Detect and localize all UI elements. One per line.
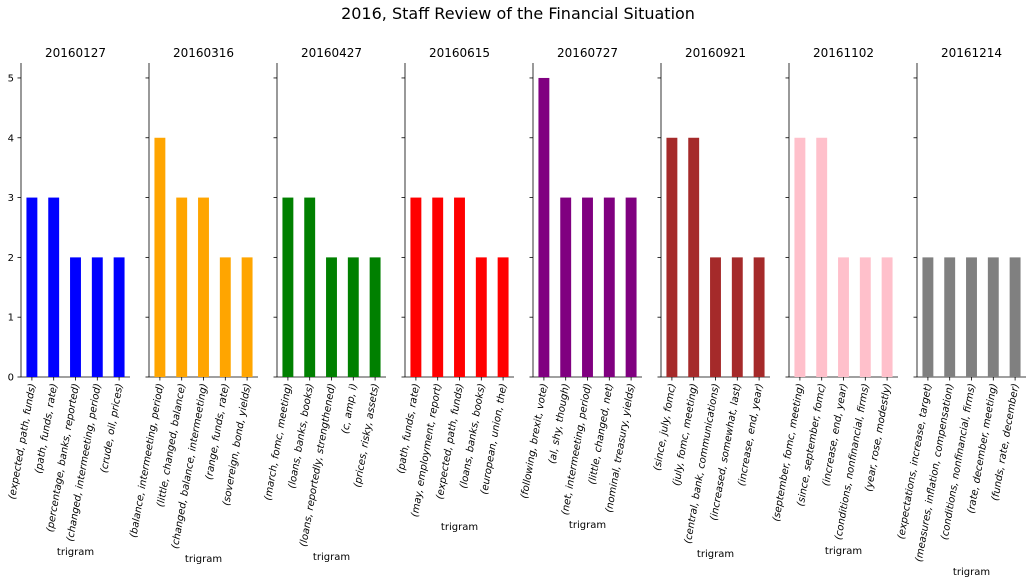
panel-0-xlabel: trigram — [57, 547, 94, 558]
panel-6-bar-1 — [816, 137, 828, 377]
panel-3-bar-2 — [454, 197, 465, 377]
panel-5-bar-2 — [710, 257, 721, 377]
panel-6-bar-4 — [881, 257, 893, 377]
panel-1: 20160316(balance, intermeeting, period)(… — [128, 46, 258, 565]
panel-4-xlabel: trigram — [569, 520, 606, 531]
panel-7-title: 20161214 — [941, 46, 1002, 60]
panel-0-ytick-label-3: 3 — [8, 193, 14, 204]
panel-0-xtick-label-1: (path, funds, rate) — [33, 383, 60, 475]
panel-4-xtick-label-1: (al, shy, though) — [547, 383, 572, 465]
panel-5: 20160921(since, july, fomc)(july, fomc, … — [652, 46, 770, 560]
panel-4-bar-1 — [560, 197, 572, 377]
figure-title: 2016, Staff Review of the Financial Situ… — [341, 4, 695, 23]
panel-1-bar-1 — [176, 197, 188, 377]
panel-7-bar-3 — [987, 257, 999, 377]
panel-0-title: 20160127 — [45, 46, 106, 60]
panel-1-bar-2 — [198, 197, 209, 377]
panel-2-title: 20160427 — [301, 46, 362, 60]
panel-7-bar-0 — [922, 257, 934, 377]
panel-7-bar-4 — [1009, 257, 1021, 377]
panel-6: 20161102(september, fomc, meeting)(since… — [771, 46, 898, 557]
panel-3-bar-1 — [432, 197, 444, 377]
panel-1-bar-4 — [241, 257, 253, 377]
panel-2-bar-3 — [347, 257, 359, 377]
panel-3-bar-3 — [475, 257, 487, 377]
panel-3-xlabel: trigram — [441, 522, 478, 533]
panel-0-xtick-label-0: (expected, path, funds) — [7, 383, 38, 501]
panel-6-bar-0 — [794, 137, 806, 377]
panel-1-bar-3 — [219, 257, 231, 377]
panel-4-bar-4 — [625, 197, 637, 377]
panel-0-ytick-label-4: 4 — [8, 133, 14, 144]
panel-0-ytick-label-5: 5 — [8, 73, 14, 84]
panel-0-xtick-label-4: (crude, oil, prices) — [99, 383, 126, 474]
panel-6-bar-2 — [838, 257, 849, 377]
panel-1-bar-0 — [154, 137, 166, 377]
panel-5-bar-0 — [666, 137, 678, 377]
panel-2: 20160427(march, fomc, meeting)(loans, ba… — [263, 46, 386, 563]
panel-4: 20160727 (following, brexit, vote)(al, sh… — [519, 46, 642, 531]
panel-3-xtick-label-0: (path, funds, rate) — [396, 383, 423, 475]
panel-0-bar-4 — [113, 257, 125, 377]
panel-7-bar-2 — [966, 257, 977, 377]
panel-0-bar-2 — [70, 257, 81, 377]
panel-3-bar-4 — [497, 257, 509, 377]
panel-2-bar-0 — [282, 197, 294, 377]
panel-3-bar-0 — [410, 197, 422, 377]
panel-5-title: 20160921 — [685, 46, 746, 60]
panel-1-xlabel: trigram — [185, 554, 222, 565]
panel-3: 20160615(path, funds, rate)(may, employm… — [396, 46, 514, 533]
panel-0-bar-3 — [91, 257, 103, 377]
panel-2-bar-4 — [369, 257, 381, 377]
panel-7: 20161214(expectations, increase, target)… — [896, 46, 1026, 578]
panel-6-xlabel: trigram — [825, 546, 862, 557]
panel-0: 20160127 0 1 2 3 4 5 (expected, path, funds)(pa… — [7, 46, 130, 558]
panel-5-xtick-label-0: (since, july, fomc) — [652, 383, 678, 472]
panel-0-ytick-label-1: 1 — [8, 313, 14, 324]
panel-2-bar-2 — [326, 257, 337, 377]
panel-6-title: 20161102 — [813, 46, 874, 60]
panel-4-bar-3 — [603, 197, 615, 377]
panel-5-bar-3 — [731, 257, 743, 377]
panel-2-bar-1 — [304, 197, 316, 377]
panel-1-title: 20160316 — [173, 46, 234, 60]
panel-5-bar-4 — [753, 257, 765, 377]
panel-5-bar-1 — [688, 137, 700, 377]
panel-0-bar-1 — [48, 197, 60, 377]
panel-0-bar-0 — [26, 197, 38, 377]
panel-2-xtick-label-3: (c, amp, i) — [340, 383, 360, 435]
panel-4-bar-2 — [582, 197, 593, 377]
panel-4-xtick-label-0: (following, brexit, vote) — [519, 383, 550, 500]
panel-0-ytick-label-2: 2 — [8, 253, 14, 264]
panel-6-bar-3 — [859, 257, 871, 377]
panel-5-xlabel: trigram — [697, 549, 734, 560]
panel-7-xlabel: trigram — [953, 567, 990, 578]
panel-0-ytick-label-0: 0 — [8, 373, 14, 384]
panel-4-bar-0 — [538, 77, 550, 377]
panel-1-xtick-label-0: (balance, intermeeting, period) — [128, 383, 166, 539]
panel-3-title: 20160615 — [429, 46, 490, 60]
panel-4-title: 20160727 — [557, 46, 618, 60]
panel-7-bar-1 — [944, 257, 956, 377]
panel-2-xlabel: trigram — [313, 552, 350, 563]
